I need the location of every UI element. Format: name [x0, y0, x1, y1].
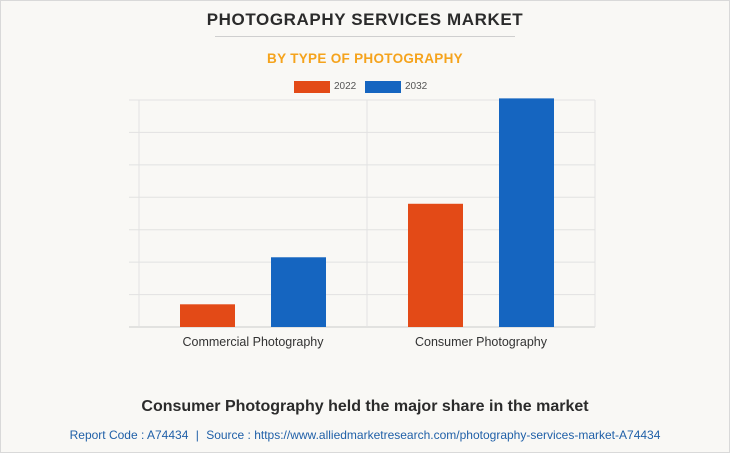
x-tick-label: Commercial Photography	[182, 335, 324, 349]
x-tick-label: Consumer Photography	[415, 335, 548, 349]
bar-2022-1	[408, 203, 463, 327]
report-source-line: Report Code : A74434 | Source : https://…	[0, 428, 730, 442]
legend-swatch-2032	[365, 81, 401, 93]
separator: |	[195, 428, 199, 442]
chart-subtitle: BY TYPE OF PHOTOGRAPHY	[267, 51, 463, 66]
bar-2032-1	[499, 98, 554, 327]
chart-title: PHOTOGRAPHY SERVICES MARKET	[206, 10, 524, 29]
title-divider	[215, 36, 515, 37]
bar-2032-0	[271, 257, 326, 327]
bar-2022-0	[180, 304, 235, 327]
legend-swatch-2022	[294, 81, 330, 93]
report-code: Report Code : A74434	[69, 428, 189, 442]
source-link[interactable]: Source : https://www.alliedmarketresearc…	[206, 428, 661, 442]
legend-label-2032: 2032	[405, 81, 428, 92]
chart-footnote: Consumer Photography held the major shar…	[141, 398, 589, 415]
legend-label-2022: 2022	[334, 81, 357, 92]
